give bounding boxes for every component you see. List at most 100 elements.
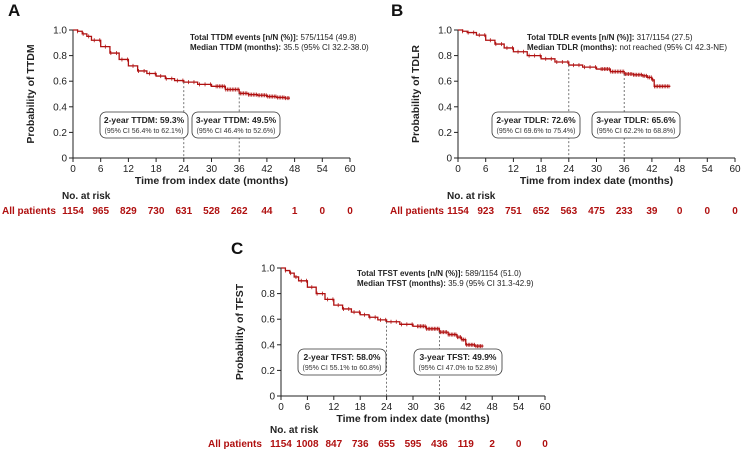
risk-value: 0 <box>320 206 326 217</box>
y-axis-label: Probability of TFST <box>234 283 246 380</box>
events-value: 589/1154 (51.0) <box>465 269 521 278</box>
risk-value: 233 <box>616 206 633 217</box>
three-year-ci: (95% CI 46.4% to 52.6%) <box>197 128 276 135</box>
x-tick-label: 60 <box>729 164 741 175</box>
risk-value: 1154 <box>270 439 292 450</box>
y-tick-label: 1.0 <box>53 26 67 37</box>
median-text: Median TFST (months): 35.9 (95% CI 31.3-… <box>357 279 534 288</box>
chart-panel-a: A 0 0.2 0.4 0.6 0.8 1.0 0 6 12 18 24 30 36 42 48 54 60 Tim… <box>2 1 369 217</box>
chart-panel-b: B 0 0.2 0.4 0.6 0.8 1.0 0 6 12 18 24 30 36 42 48 54 60 Tim… <box>390 1 741 217</box>
risk-value: 847 <box>325 439 342 450</box>
y-tick-label: 0.6 <box>261 315 275 326</box>
median-value: not reached (95% CI 42.3-NE) <box>619 43 727 52</box>
all-patients-label: All patients <box>208 439 262 450</box>
chart-panel-c: C 0 0.2 0.4 0.6 0.8 1.0 0 6 12 18 24 30 36 42 48 54 60 Tim… <box>208 239 551 450</box>
two-year-box <box>99 111 189 139</box>
risk-value: 528 <box>203 206 220 217</box>
x-tick-label: 48 <box>674 164 686 175</box>
x-tick-label: 0 <box>455 164 461 175</box>
risk-value: 119 <box>458 439 475 450</box>
y-tick-label: 0.8 <box>53 51 67 62</box>
risk-value: 475 <box>588 206 605 217</box>
x-tick-label: 30 <box>407 402 419 413</box>
y-tick-label: 0.8 <box>438 51 452 62</box>
three-year-title: 3-year TDLR: 65.6% <box>596 115 676 125</box>
x-tick-label: 18 <box>355 402 367 413</box>
x-tick-label: 36 <box>619 164 631 175</box>
x-tick-label: 36 <box>234 164 246 175</box>
three-year-ci: (95% CI 47.0% to 52.8%) <box>419 365 498 372</box>
y-axis-label: Probability of TDLR <box>410 45 422 143</box>
km-curve <box>73 29 290 99</box>
x-axis-label: Time from index date (months) <box>520 175 673 187</box>
median-text: Median TTDM (months): 35.5 (95% CI 32.2-… <box>190 43 369 52</box>
panel-letter: C <box>231 239 243 258</box>
median-label: Median TDLR (months): <box>527 43 619 52</box>
x-tick-label: 12 <box>328 402 340 413</box>
risk-value: 436 <box>431 439 448 450</box>
risk-value: 1008 <box>296 439 319 450</box>
median-value: 35.9 (95% CI 31.3-42.9) <box>448 279 534 288</box>
x-tick-label: 12 <box>123 164 135 175</box>
y-tick-label: 0.2 <box>53 128 67 139</box>
y-tick-label: 1.0 <box>261 264 275 275</box>
two-year-box <box>491 111 581 139</box>
x-tick-label: 42 <box>646 164 658 175</box>
risk-value: 1 <box>292 206 298 217</box>
risk-value: 595 <box>405 439 422 450</box>
x-tick-label: 60 <box>344 164 356 175</box>
y-axis-label: Probability of TTDM <box>25 44 37 143</box>
no-at-risk-label: No. at risk <box>447 191 496 202</box>
x-tick-label: 18 <box>151 164 163 175</box>
two-year-ci: (95% CI 55.1% to 60.8%) <box>303 365 382 372</box>
median-text: Median TDLR (months): not reached (95% C… <box>527 43 727 52</box>
x-axis-label: Time from index date (months) <box>336 413 489 425</box>
three-year-title: 3-year TTDM: 49.5% <box>196 115 277 125</box>
x-tick-label: 48 <box>487 402 499 413</box>
x-tick-label: 30 <box>206 164 218 175</box>
x-tick-label: 54 <box>317 164 329 175</box>
x-tick-label: 60 <box>539 402 551 413</box>
three-year-box <box>413 348 503 376</box>
x-tick-label: 6 <box>98 164 104 175</box>
panel-letter: A <box>8 1 20 20</box>
risk-value: 0 <box>705 206 711 217</box>
risk-value: 923 <box>477 206 494 217</box>
risk-value: 965 <box>92 206 109 217</box>
risk-value: 0 <box>677 206 683 217</box>
median-label: Median TTDM (months): <box>190 43 283 52</box>
risk-value: 751 <box>505 206 522 217</box>
all-patients-label: All patients <box>390 206 444 217</box>
two-year-ci: (95% CI 69.6% to 75.4%) <box>497 128 576 135</box>
risk-value: 655 <box>378 439 395 450</box>
y-tick-label: 0.4 <box>438 102 452 113</box>
y-tick-label: 0 <box>446 154 452 165</box>
risk-value: 0 <box>347 206 353 217</box>
three-year-ci: (95% CI 62.2% to 68.8%) <box>597 128 676 135</box>
x-tick-label: 48 <box>289 164 301 175</box>
x-tick-label: 42 <box>261 164 273 175</box>
x-axis-label: Time from index date (months) <box>135 175 288 187</box>
two-year-ci: (95% CI 56.4% to 62.1%) <box>105 128 184 135</box>
y-tick-label: 0.8 <box>261 289 275 300</box>
x-tick-label: 18 <box>536 164 548 175</box>
x-tick-label: 54 <box>702 164 714 175</box>
y-tick-label: 0.2 <box>261 366 275 377</box>
events-text: Total TDLR events [n/N (%)]: 317/1154 (2… <box>527 33 693 42</box>
x-tick-label: 12 <box>508 164 520 175</box>
events-value: 317/1154 (27.5) <box>637 33 693 42</box>
y-tick-label: 0.4 <box>53 102 67 113</box>
x-tick-label: 54 <box>513 402 525 413</box>
no-at-risk-label: No. at risk <box>270 425 319 436</box>
all-patients-label: All patients <box>2 206 56 217</box>
x-tick-label: 0 <box>278 402 284 413</box>
y-tick-label: 0 <box>269 392 275 403</box>
risk-value: 2 <box>489 439 495 450</box>
risk-value: 829 <box>120 206 137 217</box>
risk-value: 631 <box>175 206 192 217</box>
risk-value: 652 <box>533 206 550 217</box>
risk-value: 1154 <box>447 206 469 217</box>
y-tick-label: 1.0 <box>438 26 452 37</box>
y-tick-label: 0.4 <box>261 340 275 351</box>
